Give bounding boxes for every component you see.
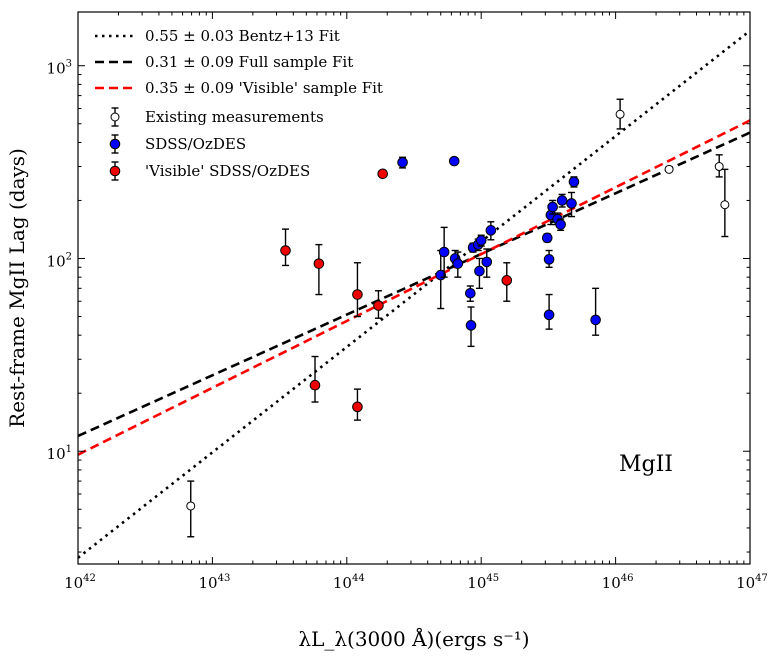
- plot-content: [78, 29, 750, 559]
- point-s3-p2: [313, 258, 325, 269]
- point-s2-p16: [543, 254, 555, 265]
- point-s2-p14: [485, 225, 497, 236]
- legend-marker-1: [110, 112, 120, 122]
- point-s1-p5: [720, 200, 730, 210]
- annotation-mgii: MgII: [619, 452, 673, 477]
- point-s3-p1: [280, 245, 291, 256]
- point-s2-p12: [475, 235, 487, 246]
- legend-marker-3: [109, 165, 121, 177]
- point-s2-p7: [465, 287, 476, 299]
- legend-label-line-3: 0.35 ± 0.09 'Visible' sample Fit: [145, 79, 383, 97]
- point-s2-p4: [438, 246, 450, 258]
- y-axis-label: Rest-frame MgII Lag (days): [5, 148, 29, 428]
- point-s2-p17: [543, 309, 555, 321]
- y-tick-label-3: 103: [47, 59, 72, 78]
- point-s3-p6: [373, 300, 384, 311]
- x-tick-label-43: 1043: [198, 573, 230, 592]
- legend-label-series-2: SDSS/OzDES: [145, 135, 246, 153]
- point-s1-p2: [615, 109, 625, 119]
- point-s2-p6: [452, 258, 464, 269]
- x-tick-label-42: 1042: [64, 573, 96, 592]
- point-s2-p11: [474, 265, 485, 277]
- y-tick-label-1: 101: [47, 444, 72, 463]
- fit-line-2: [78, 131, 750, 438]
- point-s2-p23: [566, 198, 577, 209]
- point-s1-p3: [664, 164, 674, 174]
- legend-label-line-2: 0.31 ± 0.09 Full sample Fit: [145, 53, 353, 71]
- point-s1-p1: [186, 501, 196, 511]
- x-tick-label-44: 1044: [333, 573, 365, 592]
- x-tick-label-46: 1046: [602, 573, 634, 592]
- point-s1-p4: [714, 162, 724, 172]
- x-tick-label-47: 1047: [736, 573, 768, 592]
- plot-area: [78, 29, 750, 559]
- point-s3-p5: [352, 401, 363, 413]
- point-s2-p2: [448, 155, 460, 167]
- legend-label-series-3: 'Visible' SDSS/OzDES: [145, 162, 310, 180]
- y-tick-label-2: 102: [47, 251, 72, 270]
- point-s3-p8: [501, 275, 513, 286]
- point-s2-p19: [547, 201, 558, 213]
- axis-ticks: 1042 1043 1044 1045 1046 1047 101 102 103: [47, 12, 768, 592]
- fit-line-1: [78, 29, 750, 559]
- point-s2-p21: [555, 219, 566, 230]
- point-s2-p24: [568, 176, 580, 188]
- point-s2-p25: [590, 314, 601, 326]
- x-tick-label-45: 1045: [467, 573, 499, 592]
- point-s3-p4: [352, 289, 363, 300]
- point-s2-p8: [465, 320, 477, 331]
- legend-label-series-1: Existing measurements: [145, 108, 324, 126]
- point-s3-p7: [377, 168, 389, 180]
- point-s2-p1: [397, 157, 408, 168]
- point-s2-p22: [556, 195, 568, 206]
- point-s3-p3: [309, 379, 321, 391]
- x-axis-label: λL_λ(3000 Å)(ergs s⁻¹): [298, 626, 529, 651]
- point-s2-p13: [481, 256, 493, 268]
- legend-label-line-1: 0.55 ± 0.03 Bentz+13 Fit: [145, 27, 340, 45]
- legend: 0.55 ± 0.03 Bentz+13 Fit 0.31 ± 0.09 Full…: [95, 27, 383, 181]
- legend-marker-2: [109, 138, 121, 150]
- point-s2-p15: [541, 232, 553, 244]
